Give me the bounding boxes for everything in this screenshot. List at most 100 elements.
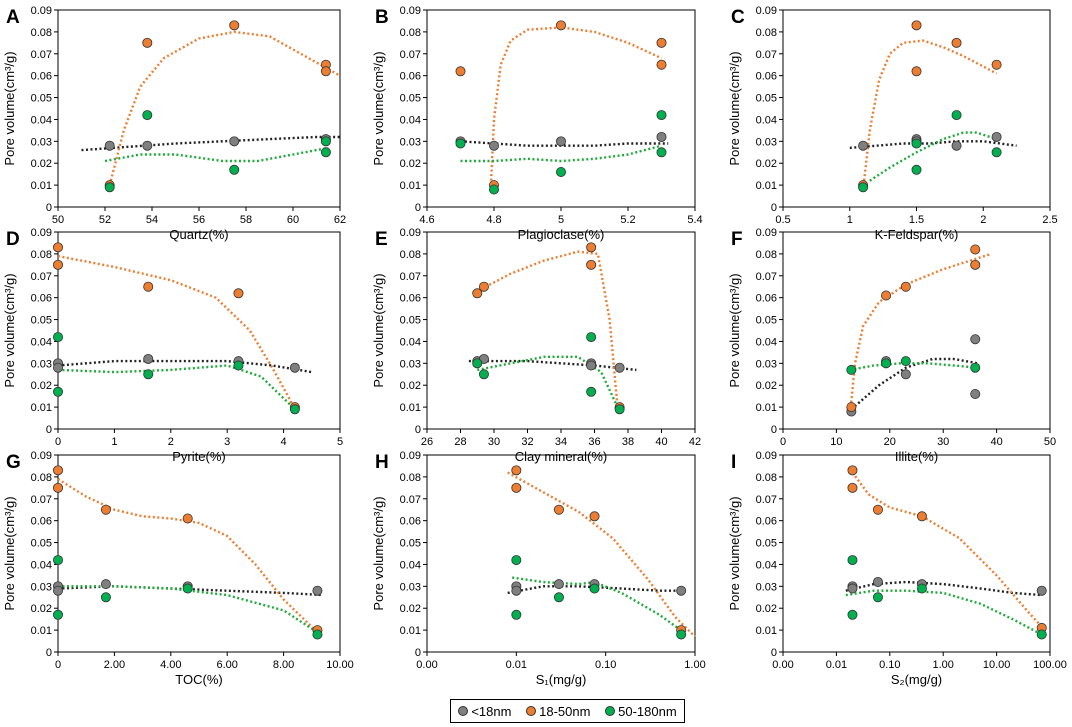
point-50-180 (289, 404, 300, 415)
x-tick-label: 40 (655, 436, 667, 448)
point-18-50 (53, 242, 64, 253)
y-tick-label: 0.01 (400, 402, 421, 414)
point-18-50 (233, 288, 244, 299)
y-tick-label: 0.01 (400, 180, 421, 192)
point-18-50 (586, 259, 597, 270)
trend-line-lt18 (57, 359, 312, 374)
legend-label-lt18: <18nm (471, 703, 512, 719)
y-tick-label: 0.04 (756, 114, 777, 126)
trend-line-18-50 (861, 39, 998, 190)
point-18-50 (53, 465, 64, 476)
y-tick-label: 0.05 (31, 93, 52, 105)
point-50-180 (911, 164, 922, 175)
y-axis-label: Pore volume(cm³/g) (2, 51, 17, 165)
point-lt18 (100, 579, 111, 590)
y-tick-label: 0.08 (31, 472, 52, 484)
y-tick-label: 0.09 (31, 5, 52, 17)
y-tick-label: 0.09 (400, 227, 421, 239)
legend-marker-18-50 (526, 706, 537, 716)
point-18-50 (53, 259, 64, 270)
point-50-180 (104, 182, 115, 193)
point-lt18 (553, 579, 564, 590)
plot-frame (426, 454, 696, 653)
x-tick-label: 32 (521, 436, 533, 448)
trend-line-50-180 (477, 355, 621, 413)
plot-frame (57, 454, 341, 653)
y-tick-label: 0.06 (400, 293, 421, 305)
point-18-50 (511, 482, 522, 493)
x-axis-label: S₂(mg/g) (891, 672, 942, 687)
x-tick-label: 4.8 (486, 214, 501, 226)
x-tick-label: 10.00 (983, 659, 1011, 671)
y-tick-label: 0.05 (756, 315, 777, 327)
point-18-50 (970, 244, 981, 255)
plot-frame (782, 454, 1051, 653)
y-tick-label: 0.04 (756, 559, 777, 571)
x-tick-label: 36 (588, 436, 600, 448)
point-lt18 (104, 140, 115, 151)
x-tick-label: 28 (454, 436, 466, 448)
point-50-180 (589, 583, 600, 594)
x-tick-label: 58 (240, 214, 252, 226)
legend-item-50-180: 50-180nm (605, 704, 677, 719)
point-18-50 (656, 59, 667, 70)
point-50-180 (53, 386, 64, 397)
y-tick-label: 0.04 (400, 114, 421, 126)
x-tick-label: 2.00 (104, 659, 125, 671)
point-18-50 (900, 281, 911, 292)
x-axis-label: Pyrite(%) (172, 449, 225, 464)
x-axis-label: Clay mineral(%) (515, 449, 607, 464)
y-tick-label: 0.07 (756, 494, 777, 506)
legend-item-lt18: <18nm (458, 704, 511, 719)
point-50-180 (553, 592, 564, 603)
plot-frame (782, 9, 1051, 208)
x-tick-label: 0.5 (775, 214, 790, 226)
x-tick-label: 0.10 (879, 659, 900, 671)
y-tick-label: 0.08 (31, 27, 52, 39)
point-18-50 (229, 20, 240, 31)
point-50-180 (900, 356, 911, 367)
x-axis-label: Quartz(%) (169, 227, 228, 242)
y-tick-label: 0.03 (31, 358, 52, 370)
point-50-180 (847, 609, 858, 620)
point-lt18 (142, 140, 153, 151)
point-18-50 (656, 37, 667, 48)
point-50-180 (320, 147, 331, 158)
y-tick-label: 0.03 (31, 136, 52, 148)
point-50-180 (951, 110, 962, 121)
y-tick-label: 0.07 (756, 49, 777, 61)
point-18-50 (847, 465, 858, 476)
trend-line-50-180 (849, 362, 979, 372)
x-tick-label: 50 (1044, 436, 1056, 448)
y-tick-label: 0.05 (756, 93, 777, 105)
y-axis-label: Pore volume(cm³/g) (371, 496, 386, 610)
point-50-180 (916, 583, 927, 594)
panel-d: D00.010.020.030.040.050.060.070.080.090 1… (2, 227, 343, 464)
y-tick-label: 0.08 (400, 27, 421, 39)
y-tick-label: 0.01 (31, 402, 52, 414)
point-50-180 (143, 369, 154, 380)
y-tick-label: 0.09 (756, 227, 777, 239)
y-tick-label: 0.06 (756, 293, 777, 305)
x-tick-label: 5 (558, 214, 564, 226)
y-tick-label: 0.01 (756, 180, 777, 192)
x-tick-label: 0 (55, 659, 61, 671)
point-50-180 (53, 555, 64, 566)
y-axis-label: Pore volume(cm³/g) (371, 51, 386, 165)
x-tick-label: 34 (555, 436, 567, 448)
y-tick-label: 0.02 (31, 158, 52, 170)
panel-b: B00.010.020.030.040.050.060.070.080.094.… (371, 5, 703, 242)
trend-line-lt18 (57, 585, 324, 597)
point-lt18 (586, 360, 597, 371)
panel-label: I (731, 452, 736, 473)
panel-label: F (731, 229, 743, 250)
y-tick-label: 0.09 (400, 5, 421, 17)
x-tick-label: 0 (780, 436, 786, 448)
point-lt18 (488, 140, 499, 151)
legend-item-18-50: 18-50nm (526, 704, 590, 719)
point-lt18 (970, 334, 981, 345)
y-tick-label: 0.04 (756, 336, 777, 348)
y-tick-label: 0.03 (31, 581, 52, 593)
y-axis-label: Pore volume(cm³/g) (2, 273, 17, 387)
